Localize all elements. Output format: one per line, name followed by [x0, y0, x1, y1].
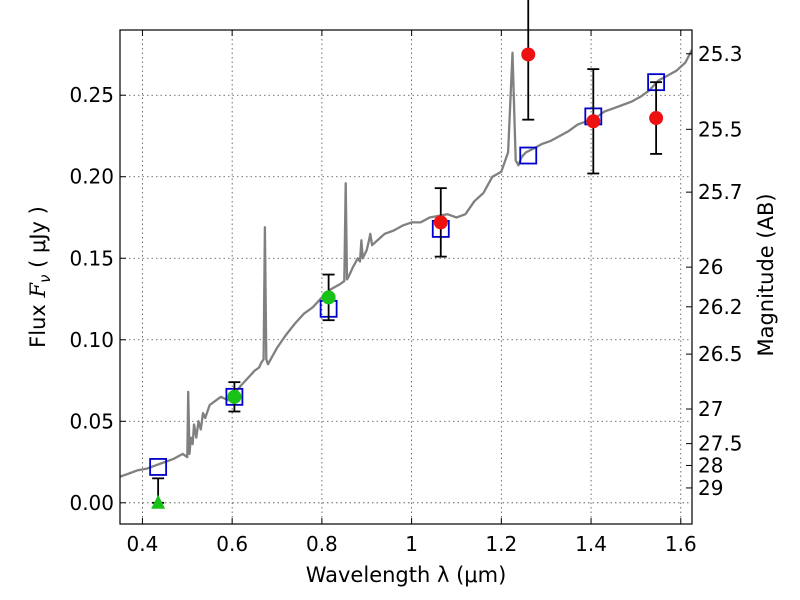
y-axis-label-prefix: Flux	[26, 298, 50, 348]
sed-template-series	[120, 49, 692, 478]
mag-tick-label: 27.5	[698, 432, 743, 456]
x-tick-label: 0.6	[216, 532, 248, 556]
y-tick-label: 0.25	[69, 83, 114, 107]
x-axis-label: Wavelength λ (μm)	[306, 563, 507, 587]
mag-tick-label: 29	[698, 476, 723, 500]
model-square-point	[519, 146, 538, 165]
mag-tick-label: 25.3	[698, 42, 743, 66]
observed-green-point	[227, 389, 242, 404]
mag-tick-label: 27	[698, 397, 723, 421]
y-tick-label: 0.10	[69, 328, 114, 352]
y-axis-label-left: Flux Fν ( μJy )	[26, 206, 54, 348]
sed-template-line	[120, 49, 692, 478]
y-tick-label: 0.05	[69, 409, 114, 433]
y-tick-label: 0.00	[69, 491, 114, 515]
mag-tick-label: 25.7	[698, 180, 743, 204]
observed-red-point	[586, 114, 601, 129]
y-tick-label: 0.15	[69, 246, 114, 270]
x-tick-label: 1.6	[665, 532, 697, 556]
y-axis-label-unit: ( μJy )	[26, 206, 50, 274]
plot-frame	[119, 29, 693, 525]
x-tick-label: 0.4	[127, 532, 159, 556]
mag-tick-label: 26.5	[698, 342, 743, 366]
y-axis-label-subscript: ν	[36, 275, 54, 283]
observed-triangle-point	[151, 494, 166, 509]
observed-red-point	[433, 215, 448, 230]
axis-labels: Wavelength λ (μm) Flux Fν ( μJy ) Magnit…	[26, 193, 778, 587]
x-tick-label: 1.2	[485, 532, 517, 556]
observed-red-point	[649, 111, 664, 126]
photometry-points	[149, 0, 666, 509]
y-tick-label: 0.20	[69, 165, 114, 189]
x-tick-label: 1	[405, 532, 418, 556]
mag-tick-label: 28	[698, 453, 723, 477]
grid-lines	[120, 30, 692, 524]
model-square-point	[149, 458, 168, 476]
observed-green-point	[321, 290, 336, 305]
mag-tick-label: 26	[698, 255, 723, 279]
mag-tick-label: 26.2	[698, 295, 743, 319]
mag-tick-label: 25.5	[698, 117, 743, 141]
axes: 0.4 0.6 0.8 1 1.2 1.4 1.6 0.00 0.05 0.10 0.15 0.20 0…	[69, 29, 743, 556]
x-tick-label: 1.4	[575, 532, 607, 556]
observed-red-point	[521, 47, 536, 62]
y-axis-label-right: Magnitude (AB)	[754, 193, 778, 356]
y-axis-label-symbol: F	[26, 282, 50, 299]
x-tick-label: 0.8	[306, 532, 338, 556]
